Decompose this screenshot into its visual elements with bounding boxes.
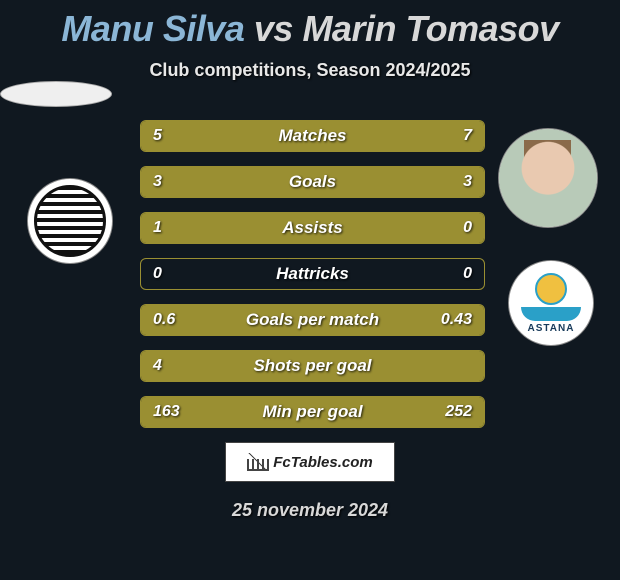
brand-text: FcTables.com <box>273 454 372 471</box>
brand-box: FcTables.com <box>225 442 395 482</box>
player2-avatar <box>498 128 598 228</box>
brand-chart-icon <box>247 453 269 471</box>
stat-row: Min per goal163 252 <box>140 396 485 428</box>
subtitle: Club competitions, Season 2024/2025 <box>0 60 620 81</box>
stat-value-right: 252 <box>445 397 472 427</box>
stats-chart: Matches57Goals33Assists10Hattricks00Goal… <box>140 120 485 442</box>
comparison-title: Manu Silva vs Marin Tomasov <box>0 0 620 50</box>
stat-label: Matches <box>141 121 484 151</box>
stat-value-left: 4 <box>153 351 162 381</box>
stat-label: Hattricks <box>141 259 484 289</box>
stat-value-right: 3 <box>463 167 472 197</box>
stat-row: Shots per goal4 <box>140 350 485 382</box>
stat-label: Assists <box>141 213 484 243</box>
player1-club-badge <box>27 178 113 264</box>
player1-name: Manu Silva <box>61 8 244 49</box>
stat-row: Goals3 3 <box>140 166 485 198</box>
astana-badge-graphic: ASTANA <box>509 261 593 345</box>
stat-row: Hattricks0 0 <box>140 258 485 290</box>
stat-label: Goals per match <box>141 305 484 335</box>
stat-value-right: 7 <box>463 121 472 151</box>
vs-separator: vs <box>244 8 302 49</box>
vitoria-badge-graphic <box>34 185 106 257</box>
stat-label: Goals <box>141 167 484 197</box>
stat-value-right: 0.43 <box>441 305 472 335</box>
stat-value-left: 5 <box>153 121 162 151</box>
stat-row: Assists1 0 <box>140 212 485 244</box>
stat-value-right: 0 <box>463 213 472 243</box>
astana-ball-icon <box>535 273 567 305</box>
astana-swoosh-icon <box>521 307 581 321</box>
stat-row: Matches5 7 <box>140 120 485 152</box>
date-text: 25 november 2024 <box>0 500 620 521</box>
stat-value-left: 0.6 <box>153 305 175 335</box>
stat-label: Min per goal <box>141 397 484 427</box>
player1-avatar <box>0 81 112 107</box>
stat-value-right: 0 <box>463 259 472 289</box>
stat-value-left: 3 <box>153 167 162 197</box>
astana-badge-text: ASTANA <box>528 323 575 334</box>
avatar-face-graphic <box>499 129 597 227</box>
stat-label: Shots per goal <box>141 351 484 381</box>
stat-value-left: 0 <box>153 259 162 289</box>
stat-value-left: 1 <box>153 213 162 243</box>
player2-club-badge: ASTANA <box>508 260 594 346</box>
stat-value-left: 163 <box>153 397 180 427</box>
player2-name: Marin Tomasov <box>302 8 558 49</box>
stat-row: Goals per match0.6 0.43 <box>140 304 485 336</box>
